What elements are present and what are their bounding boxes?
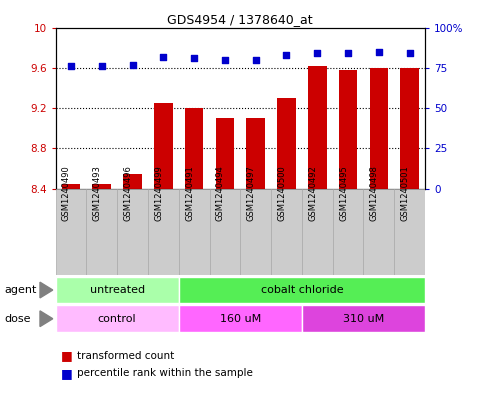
Text: transformed count: transformed count [77,351,174,361]
Polygon shape [40,311,53,327]
Text: GSM1240492: GSM1240492 [308,165,317,221]
Point [190,55,198,61]
Text: GSM1240499: GSM1240499 [154,165,163,221]
Point [406,50,413,57]
Text: 160 uM: 160 uM [220,314,261,324]
Polygon shape [40,282,53,298]
Point [128,61,136,68]
Bar [277,98,296,189]
Bar [240,189,271,275]
Bar [86,189,117,275]
Point [159,53,167,60]
Bar [215,118,234,189]
Bar [92,184,111,189]
Bar [210,189,240,275]
Bar [154,103,172,189]
Text: GSM1240494: GSM1240494 [216,165,225,221]
Text: dose: dose [5,314,31,324]
Text: GSM1240497: GSM1240497 [247,165,256,221]
Text: GSM1240490: GSM1240490 [62,165,71,221]
Point [221,57,229,63]
Bar [369,68,388,189]
Text: ■: ■ [60,349,72,362]
Text: GSM1240498: GSM1240498 [370,165,379,221]
Bar [339,70,357,189]
Text: GSM1240500: GSM1240500 [277,165,286,221]
Bar [302,305,425,332]
Point [375,49,383,55]
Bar [185,108,203,189]
Point [283,52,290,58]
Bar [179,277,425,303]
Point [313,50,321,57]
Bar [179,305,302,332]
Text: cobalt chloride: cobalt chloride [260,285,343,295]
Bar [302,189,333,275]
Bar [364,189,394,275]
Bar [400,68,419,189]
Text: percentile rank within the sample: percentile rank within the sample [77,368,253,378]
Point [252,57,259,63]
Bar [246,118,265,189]
Bar [56,305,179,332]
Bar [62,184,80,189]
Point [67,63,75,69]
Text: ■: ■ [60,367,72,380]
Bar [148,189,179,275]
Bar [56,189,86,275]
Text: agent: agent [5,285,37,295]
Bar [179,189,210,275]
Text: control: control [98,314,136,324]
Text: GSM1240501: GSM1240501 [400,165,410,221]
Bar [117,189,148,275]
Text: GSM1240493: GSM1240493 [93,165,102,221]
Point [344,50,352,57]
Bar [308,66,327,189]
Point [98,63,106,69]
Text: GSM1240491: GSM1240491 [185,165,194,221]
Bar [123,174,142,189]
Bar [56,277,179,303]
Text: untreated: untreated [89,285,145,295]
Text: GSM1240496: GSM1240496 [124,165,132,221]
Text: 310 uM: 310 uM [343,314,384,324]
Bar [271,189,302,275]
Text: GSM1240495: GSM1240495 [339,165,348,221]
Title: GDS4954 / 1378640_at: GDS4954 / 1378640_at [168,13,313,26]
Bar [394,189,425,275]
Bar [333,189,364,275]
